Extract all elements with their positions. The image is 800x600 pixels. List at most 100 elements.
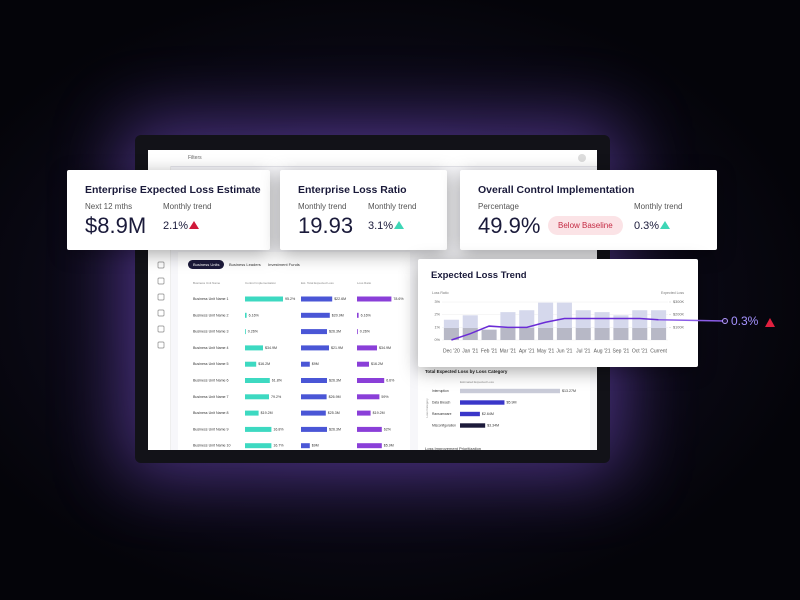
cell-value: 62% <box>384 427 392 431</box>
cell-value: $20.9M <box>332 313 344 317</box>
cell-bar <box>357 378 385 383</box>
trend-label: Monthly trend <box>163 202 212 211</box>
badge: Below Baseline <box>548 216 623 235</box>
cell-value: 6.16% <box>361 313 372 317</box>
row-name: Business Unit Name 2 <box>193 313 229 317</box>
nav-icon[interactable] <box>157 309 165 317</box>
bar-top <box>556 302 572 328</box>
ratio-line <box>451 317 659 341</box>
cell-value: 6.16% <box>249 313 260 317</box>
cell-bar <box>245 296 283 302</box>
tab[interactable]: Investment Funds <box>268 262 300 267</box>
cell-value: 61.8% <box>272 378 283 382</box>
cell-value: 16.8% <box>273 427 284 431</box>
cell-bar <box>245 394 269 400</box>
cell-bar <box>245 312 247 318</box>
category-axis-label: Estimated Expected Loss <box>460 380 494 384</box>
callout-arrow <box>765 318 775 327</box>
bar-base <box>632 327 648 340</box>
tab-active[interactable] <box>188 260 224 269</box>
kpi-value: $8.9M <box>85 213 147 238</box>
cell-value: 6.6% <box>386 378 395 382</box>
category-bar <box>460 400 505 405</box>
trend-title: Expected Loss Trend <box>431 270 527 281</box>
cell-bar <box>245 426 272 432</box>
nav-icon[interactable] <box>157 277 165 285</box>
bar-base <box>519 327 535 340</box>
trend-label: Monthly trend <box>368 202 417 211</box>
cell-value: 0.26% <box>360 330 371 334</box>
cell-bar <box>301 394 327 400</box>
cell-bar <box>357 443 382 449</box>
bar-base <box>556 327 572 340</box>
column-header: Business Unit Name <box>193 281 221 285</box>
cell-value: $16.2M <box>258 362 270 366</box>
avatar[interactable] <box>578 154 586 162</box>
cell-value: $9M <box>312 444 319 448</box>
cell-bar <box>357 426 382 432</box>
left-axis-title: Loss Ratio <box>432 291 449 295</box>
row-name: Business Unit Name 3 <box>193 330 229 334</box>
row-name: Business Unit Name 10 <box>193 444 231 448</box>
right-axis-title: Expected Loss <box>661 291 684 295</box>
ratio-extension <box>658 318 726 322</box>
y2-tick-label: $300K <box>673 300 684 304</box>
kpi-card: Overall Control Implementation Percentage… <box>460 170 717 250</box>
column-header: Est. Total Expected Loss <box>301 281 334 285</box>
x-tick-label: Apr '21 <box>519 348 535 354</box>
cell-value: $19.2M <box>373 411 385 415</box>
category-value: $2.64M <box>482 412 494 416</box>
bar-base <box>575 327 591 340</box>
nav-icon[interactable] <box>157 341 165 349</box>
row-name: Business Unit Name 9 <box>193 427 229 431</box>
x-tick-label: Jun '21 <box>556 348 572 354</box>
column-header: Control Implementation <box>245 281 276 285</box>
bar-top <box>462 315 478 328</box>
cell-value: $5.9M <box>384 444 394 448</box>
bar-base <box>594 327 610 340</box>
cell-bar <box>357 345 377 351</box>
cell-value: $21.9M <box>331 346 343 350</box>
nav-icon[interactable] <box>157 293 165 301</box>
y-tick-label: 2% <box>435 313 441 317</box>
row-name: Business Unit Name 8 <box>193 411 229 415</box>
kpi-card: Enterprise Expected Loss Estimate Next 12… <box>67 170 270 250</box>
cell-value: $34.9M <box>265 346 277 350</box>
cell-bar <box>357 296 392 302</box>
row-name: Business Unit Name 4 <box>193 346 229 350</box>
bar-top <box>500 312 516 328</box>
bar-top <box>519 310 535 328</box>
cell-bar <box>301 378 327 383</box>
cell-value: $34.9M <box>379 346 391 350</box>
category-bar <box>460 423 486 428</box>
cell-bar <box>301 443 310 449</box>
category-side-label: Loss Category <box>425 398 429 418</box>
bar-top <box>613 315 629 328</box>
nav-icon[interactable] <box>157 325 165 333</box>
cell-value: $26.3M <box>329 427 341 431</box>
tab[interactable]: Business Units <box>193 262 219 267</box>
kpi-sublabel: Monthly trend <box>298 202 347 211</box>
nav-icon[interactable] <box>157 261 165 269</box>
cell-value: $25.3M <box>328 411 340 415</box>
row-name: Business Unit Name 5 <box>193 362 229 366</box>
bar-base <box>500 327 516 340</box>
callout-value: 0.3% <box>731 314 759 328</box>
x-tick-label: Mar '21 <box>500 348 517 354</box>
bar-base <box>651 327 667 340</box>
category-value: $5.9M <box>506 400 516 404</box>
cell-bar <box>245 345 263 351</box>
kpi-value: 19.93 <box>298 213 354 238</box>
ratio-end <box>722 318 728 324</box>
y-tick-label: 1% <box>435 325 441 329</box>
filters[interactable]: Filters <box>188 155 202 161</box>
y2-tick-label: $100K <box>673 325 684 329</box>
kpi-title: Enterprise Expected Loss Estimate <box>85 184 261 196</box>
category-bar <box>460 411 480 417</box>
cell-bar <box>301 410 326 416</box>
tab[interactable]: Business Leaders <box>229 262 261 267</box>
y-tick-label: 3% <box>435 300 441 304</box>
row-name: Business Unit Name 1 <box>193 297 229 301</box>
x-tick-label: Dec '20 <box>443 348 460 354</box>
